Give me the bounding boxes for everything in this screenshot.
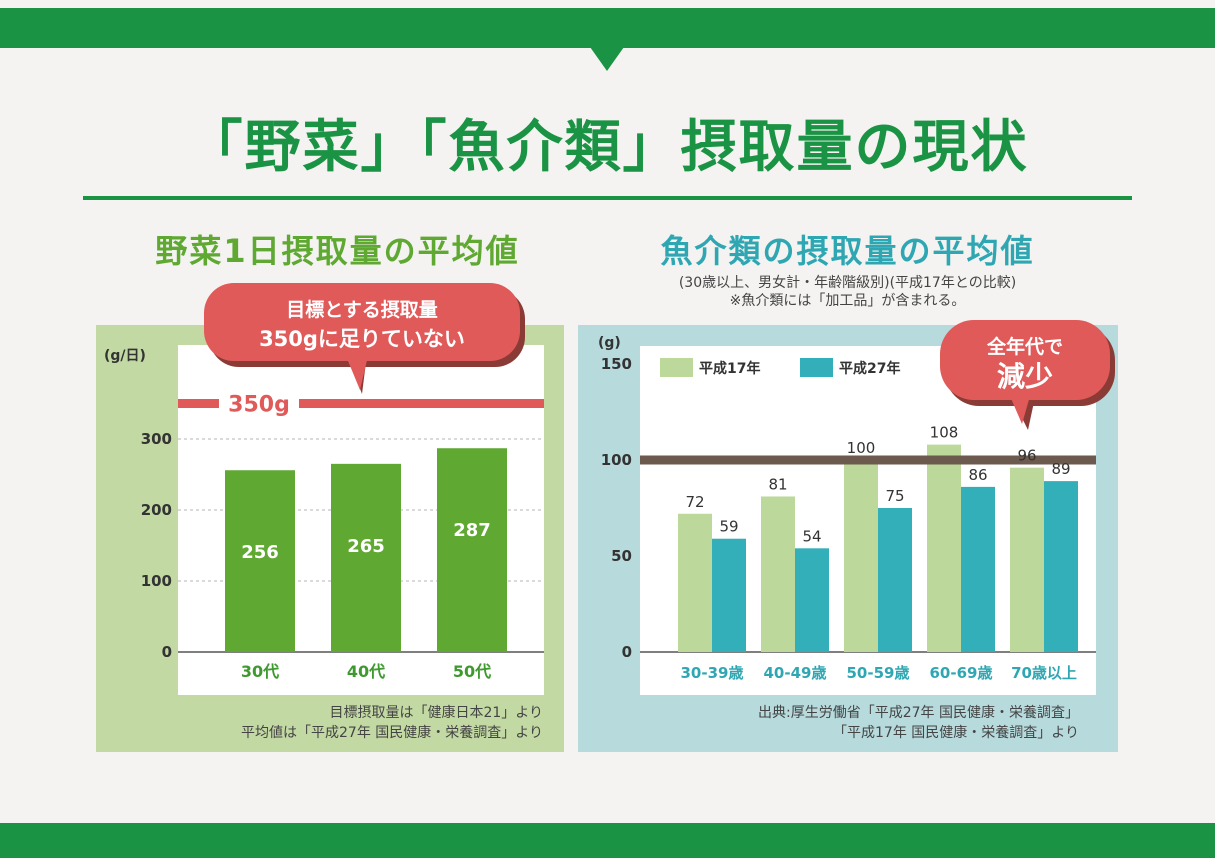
fish-bar-label: 81 <box>768 475 787 493</box>
fish-bar-label: 75 <box>885 487 904 505</box>
fish-category-label: 60-69歳 <box>930 664 993 682</box>
vegetable-callout-tail <box>346 356 368 390</box>
fish-bar-label: 100 <box>847 439 876 457</box>
fish-callout-tail <box>1010 396 1030 424</box>
vegetable-footnote: 目標摂取量は「健康日本21」より 平均値は「平成27年 国民健康・栄養調査」より <box>241 703 543 743</box>
fish-callout-line-1: 全年代で <box>986 335 1063 358</box>
fish-note-2: ※魚介類には「加工品」が含まれる。 <box>729 293 966 309</box>
vegetable-y-unit: (g/日) <box>104 348 146 364</box>
fish-category-label: 50-59歳 <box>847 664 910 682</box>
fish-bar-2015 <box>1044 481 1078 652</box>
vegetable-category-label: 50代 <box>453 662 491 681</box>
top-band-notch <box>590 47 624 71</box>
fish-footnote: 出典:厚生労働省「平成27年 国民健康・栄養調査」 「平成17年 国民健康・栄養… <box>758 703 1079 743</box>
vegetable-callout-line-2: 350gに足りていない <box>259 327 465 351</box>
vegetable-footnote-line-1: 目標摂取量は「健康日本21」より <box>329 705 543 721</box>
vegetable-bar-label: 287 <box>453 520 491 541</box>
fish-callout-line-2: 減少 <box>997 360 1053 393</box>
fish-bar-2005 <box>761 496 795 652</box>
fish-bar-label: 54 <box>802 527 821 545</box>
fish-y-tick: 0 <box>622 643 632 661</box>
vegetable-bar-label: 256 <box>241 542 279 563</box>
fish-y-tick: 100 <box>601 451 632 469</box>
fish-bar-label: 108 <box>930 424 959 442</box>
vegetable-bar <box>437 448 507 652</box>
fish-callout-bubble <box>940 320 1110 400</box>
fish-y-tick: 150 <box>601 355 632 373</box>
top-band <box>0 8 1215 48</box>
fish-bar-2015 <box>795 548 829 652</box>
vegetable-callout-line-1: 目標とする摂取量 <box>286 298 437 321</box>
fish-category-label: 30-39歳 <box>681 664 744 682</box>
vegetable-bar <box>225 470 295 652</box>
fish-bar-label: 59 <box>719 518 738 536</box>
fish-bar-2015 <box>961 486 995 652</box>
fish-bar-2005 <box>678 513 712 652</box>
fish-bar-2015 <box>712 538 746 652</box>
vegetable-heading: 野菜1日摂取量の平均値 <box>155 232 520 270</box>
legend-swatch-2015 <box>800 358 833 377</box>
fish-footnote-line-1: 出典:厚生労働省「平成27年 国民健康・栄養調査」 <box>758 705 1079 721</box>
vegetable-footnote-line-2: 平均値は「平成27年 国民健康・栄養調査」より <box>241 725 543 741</box>
legend-swatch-2005 <box>660 358 693 377</box>
fish-category-label: 70歳以上 <box>1011 664 1077 682</box>
page-title: 「野菜」「魚介類」摂取量の現状 <box>186 115 1029 180</box>
vegetable-y-tick: 100 <box>141 572 172 590</box>
fish-bar-2005 <box>844 460 878 652</box>
fish-bar-label: 72 <box>685 493 704 511</box>
fish-chart: 0 50 100 150 (g) 72 81 100 108 96 59 54 75 86 89 30-39歳… <box>598 335 1096 682</box>
legend-label-2015: 平成27年 <box>839 360 900 377</box>
fish-bar-2005 <box>1010 467 1044 652</box>
vegetable-y-tick: 0 <box>162 643 172 661</box>
fish-bar-label: 96 <box>1017 447 1036 465</box>
legend-label-2005: 平成17年 <box>699 360 760 377</box>
fish-y-tick: 50 <box>611 547 632 565</box>
fish-heading: 魚介類の摂取量の平均値 <box>660 232 1035 270</box>
target-label-background <box>219 390 299 417</box>
vegetable-callout-bubble <box>204 283 520 361</box>
target-label: 350g <box>228 393 290 418</box>
fish-y-unit: (g) <box>598 335 621 351</box>
vegetable-category-label: 30代 <box>241 662 279 681</box>
fish-bar-2015 <box>878 508 912 652</box>
bottom-band <box>0 823 1215 858</box>
vegetable-y-tick: 300 <box>141 430 172 448</box>
fish-note-1: (30歳以上、男女計・年齢階級別)(平成17年との比較) <box>678 275 1017 291</box>
title-rule <box>83 196 1132 200</box>
fish-bar-2005 <box>927 444 961 652</box>
vegetable-y-tick: 200 <box>141 501 172 519</box>
vegetable-chart: 0 100 200 300 (g/日) 256 30代 265 40代 287 50代 350g <box>104 348 544 681</box>
fish-bar-label: 86 <box>968 466 987 484</box>
vegetable-bar <box>331 463 401 652</box>
fish-footnote-line-2: 「平成17年 国民健康・栄養調査」より <box>833 725 1079 741</box>
fish-bar-label: 89 <box>1051 460 1070 478</box>
fish-category-label: 40-49歳 <box>764 664 827 682</box>
vegetable-category-label: 40代 <box>347 662 385 681</box>
vegetable-bar-label: 265 <box>347 536 385 557</box>
